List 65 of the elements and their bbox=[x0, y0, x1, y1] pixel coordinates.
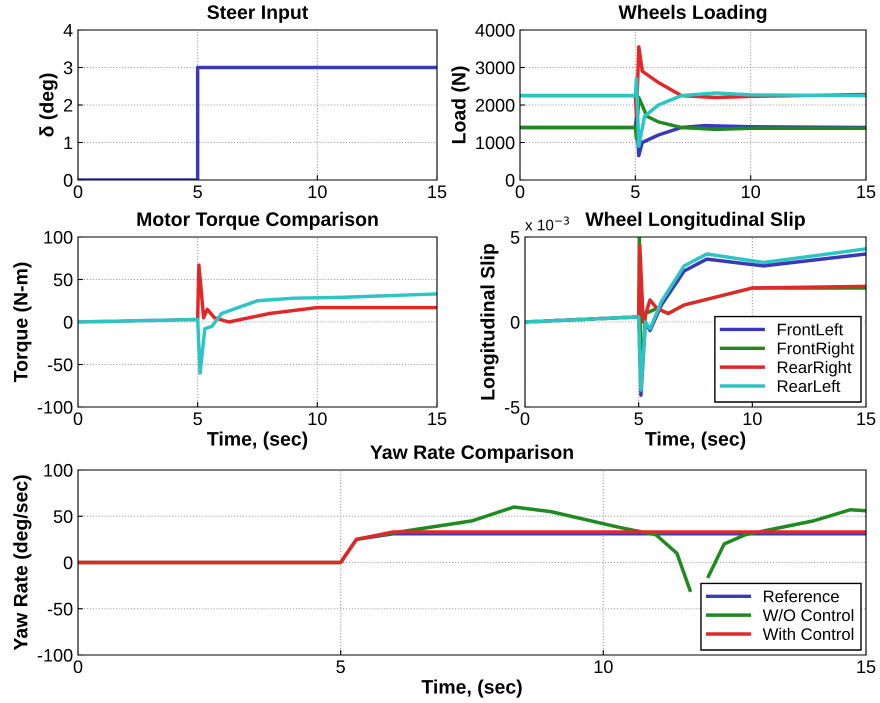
legend-label: FrontRight bbox=[778, 342, 854, 358]
legend-label: RearRight bbox=[778, 360, 852, 376]
y-tick-label: 1 bbox=[64, 136, 72, 150]
y-tick-label: 0 bbox=[64, 174, 72, 187]
y-tick-label: 5 bbox=[510, 231, 520, 244]
chart-title: Wheel Longitudinal Slip bbox=[585, 212, 805, 230]
legend-label: FrontLeft bbox=[778, 323, 844, 336]
legend-label: RearLeft bbox=[778, 380, 840, 392]
x-axis-title: Time, (sec) bbox=[422, 679, 522, 698]
x-tick-label: 0 bbox=[74, 185, 82, 198]
y-tick-label: -100 bbox=[38, 400, 72, 414]
chart-title: Yaw Rate Comparison bbox=[370, 444, 573, 463]
x-tick-label: 5 bbox=[634, 412, 643, 426]
y-tick-label: 3 bbox=[64, 61, 72, 74]
y-tick-label: -50 bbox=[48, 602, 72, 616]
x-tick-label: 15 bbox=[428, 186, 446, 198]
y-tick-label: 1000 bbox=[476, 136, 514, 150]
x-axis-title: Time, (sec) bbox=[645, 431, 746, 450]
y-tick-label: 4 bbox=[64, 24, 73, 37]
y-axis-title: δ (deg) bbox=[39, 74, 58, 137]
x-tick-label: 5 bbox=[336, 660, 345, 674]
line-series bbox=[78, 292, 437, 375]
x-tick-label: 0 bbox=[74, 412, 82, 426]
y-axis-title: Torque (N-m) bbox=[13, 262, 32, 382]
y-tick-label: 0 bbox=[506, 174, 514, 187]
y-tick-label: -5 bbox=[504, 401, 520, 414]
y-tick-label: 100 bbox=[44, 230, 72, 244]
x-tick-label: 15 bbox=[428, 412, 446, 426]
y-axis-title: Yaw Rate (deg/sec) bbox=[13, 475, 32, 650]
y-tick-label: 0 bbox=[64, 556, 72, 570]
line-series bbox=[520, 77, 866, 148]
x-tick-label: 15 bbox=[857, 412, 876, 426]
x-tick-label: 15 bbox=[857, 660, 876, 674]
x-tick-label: 10 bbox=[742, 185, 760, 198]
legend-label: With Control bbox=[762, 628, 854, 640]
x-tick-label: 10 bbox=[744, 412, 762, 426]
y-tick-label: 4000 bbox=[475, 24, 514, 37]
y-tick-label: 0 bbox=[510, 316, 520, 329]
legend-label: Reference bbox=[764, 590, 839, 602]
y-tick-label: 2000 bbox=[476, 98, 514, 112]
x-tick-label: 10 bbox=[308, 185, 327, 198]
x-tick-label: 5 bbox=[193, 186, 202, 198]
chart-title: Steer Input bbox=[207, 5, 308, 23]
x-tick-label: 10 bbox=[594, 660, 613, 674]
y-tick-label: 50 bbox=[54, 273, 72, 286]
text: x 10$^{−3}$ bbox=[525, 216, 569, 230]
x-tick-label: 5 bbox=[631, 186, 640, 198]
y-axis-title: Load (N) bbox=[451, 66, 470, 144]
y-tick-label: 50 bbox=[54, 510, 72, 523]
x-tick-label: 0 bbox=[74, 660, 82, 674]
x-tick-label: 10 bbox=[308, 412, 327, 426]
legend-label: W/O Control bbox=[762, 608, 854, 622]
y-tick-label: 100 bbox=[44, 464, 72, 477]
x-tick-label: 5 bbox=[193, 412, 202, 426]
x-tick-label: 15 bbox=[857, 186, 876, 198]
chart-title: Motor Torque Comparison bbox=[137, 212, 378, 230]
x-axis-title: Time, (sec) bbox=[207, 431, 308, 450]
y-tick-label: -100 bbox=[38, 648, 72, 662]
y-tick-label: -50 bbox=[48, 358, 72, 372]
y-tick-label: 2 bbox=[64, 98, 72, 112]
y-axis-title: Longitudinal Slip bbox=[480, 244, 499, 400]
y-tick-label: 3000 bbox=[476, 61, 514, 74]
x-tick-label: 0 bbox=[520, 412, 530, 426]
y-tick-label: 0 bbox=[64, 316, 72, 329]
chart-title: Wheels Loading bbox=[618, 4, 766, 24]
